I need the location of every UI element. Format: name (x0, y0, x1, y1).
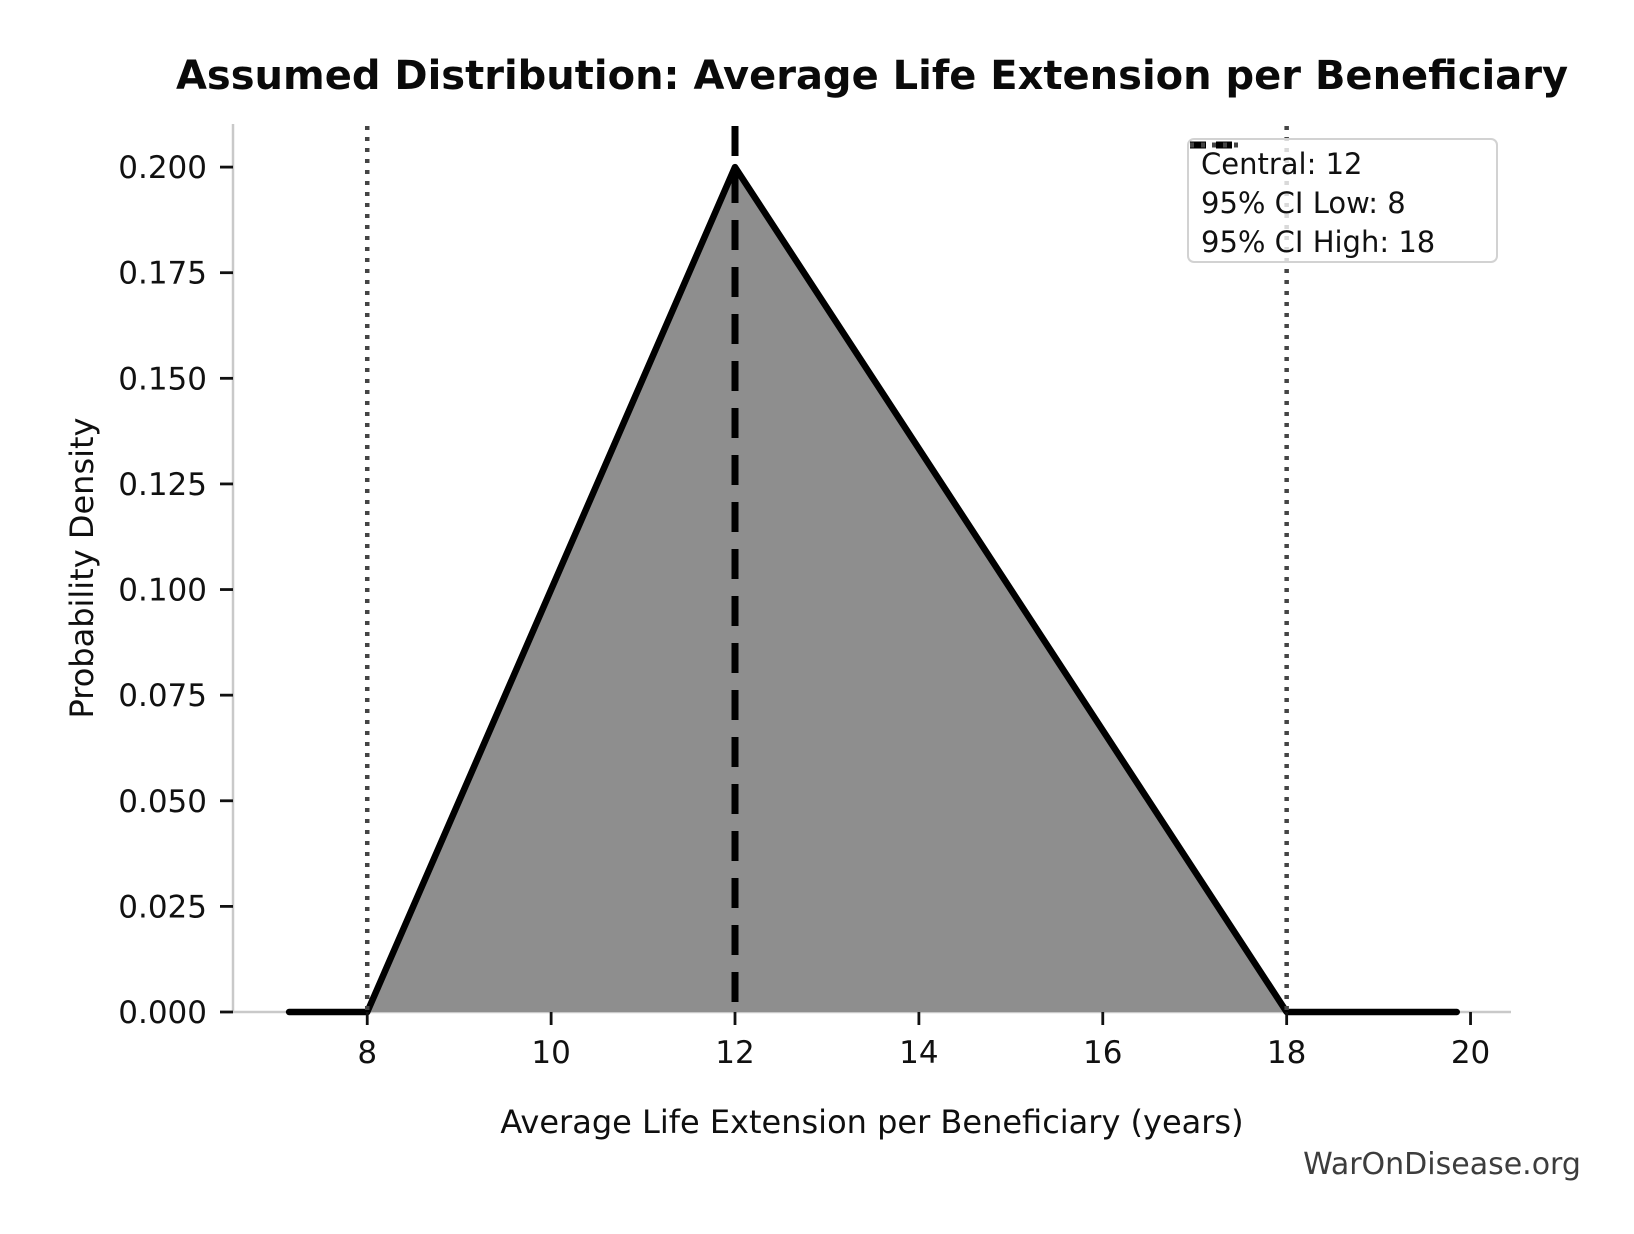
y-tick-label: 0.075 (118, 678, 207, 714)
x-tick-label: 8 (357, 1035, 377, 1071)
y-tick-label: 0.125 (118, 467, 207, 503)
chart-title: Assumed Distribution: Average Life Exten… (175, 53, 1569, 99)
legend-entry-ci-low: 95% CI Low: 8 (1190, 142, 1486, 222)
legend-entry-central: Central: 12 (1190, 141, 1486, 183)
x-tick-label: 20 (1451, 1035, 1490, 1071)
x-tick-label: 16 (1083, 1035, 1122, 1071)
x-tick-label: 14 (899, 1035, 938, 1071)
y-tick-label: 0.150 (118, 361, 207, 397)
x-axis-label: Average Life Extension per Beneficiary (… (500, 1103, 1244, 1141)
legend-label: Central: 12 (1201, 146, 1363, 181)
y-tick-label: 0.000 (118, 995, 207, 1031)
x-tick-label: 18 (1267, 1035, 1306, 1071)
dotted-line-sample (1190, 142, 1240, 148)
legend-entry-ci-high: 95% CI High: 18 (1190, 142, 1486, 261)
x-tick-label: 10 (531, 1035, 570, 1071)
y-tick-label: 0.100 (118, 573, 207, 609)
legend-label: 95% CI High: 18 (1201, 224, 1436, 259)
distribution-fill (367, 167, 1287, 1012)
watermark: WarOnDisease.org (1303, 1147, 1581, 1182)
legend-label: 95% CI Low: 8 (1201, 185, 1406, 220)
y-axis-label: Probability Density (63, 417, 101, 719)
y-tick-label: 0.200 (118, 150, 207, 186)
y-tick-label: 0.025 (118, 889, 207, 925)
distribution-line (285, 163, 1461, 1016)
y-tick-label: 0.050 (118, 784, 207, 820)
x-tick-label: 12 (715, 1035, 754, 1071)
legend: Central: 12 95% CI Low: 8 95% CI High: 1… (1187, 138, 1498, 263)
y-tick-label: 0.175 (118, 256, 207, 292)
dashed-line-sample (1190, 141, 1240, 149)
